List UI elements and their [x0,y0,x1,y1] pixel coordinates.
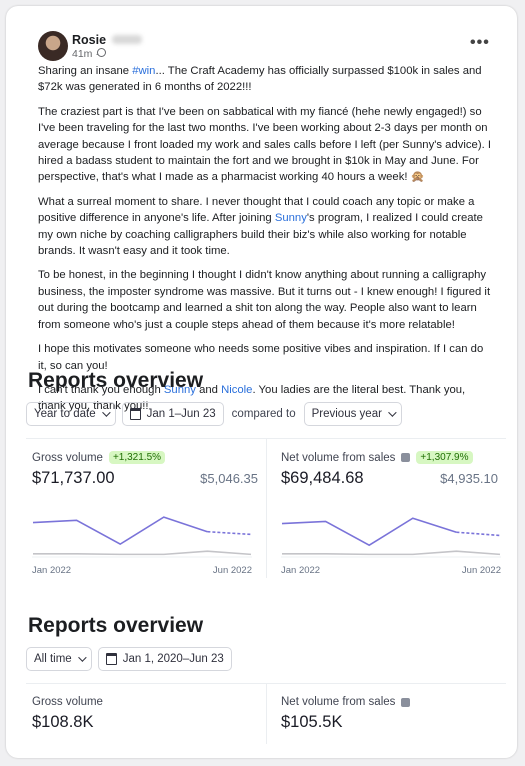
filter-button[interactable]: Jan 1–Jun 23 [121,402,224,426]
filter-label: All time [34,653,72,665]
filters: All time Jan 1, 2020–Jun 23 [26,647,506,671]
text-run: I hope this motivates someone who needs … [38,343,484,372]
metric-label: Gross volume [32,696,103,708]
x-label: Jan 2022 [32,565,71,576]
series-line [32,516,208,546]
paragraph: I can't thank you enough Sunny and Nicol… [38,382,494,415]
metric-card[interactable]: Gross volume $108.8K [26,684,266,744]
chevron [101,408,111,417]
text-run: The craziest part is that I've been on s… [38,105,492,184]
text-run: . You ladies are the literal best. Thank… [38,383,466,413]
filter-label: Year to date [34,408,96,420]
metric-cards: Gross volume +1,321.5% $71,737.00 $5,046.35… [26,438,506,578]
blurred-surname [112,35,142,44]
metric-card[interactable]: Gross volume +1,321.5% $71,737.00 $5,046.35… [26,439,266,578]
metric-value: $71,737.00 [32,469,115,487]
avatar[interactable] [38,31,68,61]
chevron [388,408,397,417]
metric-values: $108.8K [32,713,258,732]
filter-button[interactable]: All time [26,647,92,671]
paragraph: To be honest, in the beginning I thought… [38,267,494,333]
change-badge: +1,307.9% [416,451,473,464]
link[interactable]: Nicole [221,383,253,396]
paragraph: What a surreal moment to share. I never … [38,194,494,260]
metric-value: $108.8K [32,713,94,731]
compare-button[interactable]: Previous year [303,402,402,426]
x-label: Jun 2022 [462,565,501,576]
metric-label: Net volume from sales [281,696,396,708]
projected-segment [456,531,501,537]
report-section: Reports overview Year to date Jan 1–Jun 23… [26,369,506,578]
text-run: I can't thank you enough [38,383,164,396]
series-line [282,550,501,556]
text-run: What a surreal moment to share. I never … [38,195,475,225]
sparkline: Jan 2022 Jun 2022 [281,517,501,576]
author-name[interactable]: Rosie [72,33,107,47]
metric-card[interactable]: Net volume from sales $105.5K [266,684,506,744]
calendar-icon [129,408,141,420]
previous-value: $5,046.35 [200,471,258,486]
link[interactable]: Sunny [274,212,307,225]
post-time[interactable]: 41m · [72,48,99,60]
info-icon [401,453,411,462]
info-icon [401,697,411,707]
chevron [77,653,87,662]
text-run: To be honest, in the beginning I thought… [38,269,491,331]
text-run: ... The Craft Academy has officially sur… [38,65,482,94]
projected-segment [207,530,252,536]
filter-label: Jan 1–Jun 23 [146,408,216,420]
change-badge: +1,321.5% [108,451,166,464]
metric-header: Gross volume +1,321.5% [32,451,258,464]
previous-value: $4,935.10 [440,471,498,486]
globe-icon [97,48,106,57]
metric-header: Net volume from sales +1,307.9% [281,451,498,464]
paragraph: The craziest part is that I've been on s… [38,104,494,186]
report-title: Reports overview [28,614,204,637]
calendar-icon [105,653,117,665]
text-run: 's program, I realized I could create my… [38,212,483,258]
filter-button[interactable]: Jan 1, 2020–Jun 23 [97,647,232,671]
post-text: Sharing an insane #win... The Craft Acad… [38,63,494,423]
metric-values: $105.5K [281,713,498,732]
compare-value: Previous year [311,408,382,420]
report-title: Reports overview [28,369,204,392]
filters: Year to date Jan 1–Jun 23 compared to Previ… [26,402,506,426]
post-card: Rosie 41m · ••• Sharing an insane #win..… [6,6,517,758]
paragraph: I hope this motivates someone who needs … [38,341,494,374]
link[interactable]: #win [132,65,156,77]
paragraph: Sharing an insane #win... The Craft Acad… [38,63,494,96]
metric-value: $105.5K [281,713,343,731]
more-menu[interactable]: ••• [470,34,490,51]
metric-label: Gross volume [32,451,103,464]
x-label: Jan 2022 [281,565,320,576]
filter-button[interactable]: Year to date [26,402,116,426]
text-run: Sharing an insane [38,65,133,77]
x-label: Jun 2022 [213,565,252,576]
series-line [281,517,457,547]
metric-cards: Gross volume $108.8K Net volume from sales… [26,683,506,744]
sparkline: Jan 2022 Jun 2022 [32,516,252,576]
text-run: and [195,383,222,396]
compare-label: compared to [231,408,296,420]
report-section: Reports overview All time Jan 1, 2020–Jun … [26,614,506,744]
series-line [33,550,252,556]
link[interactable]: Sunny [163,383,196,396]
metric-values: $69,484.68 $4,935.10 [281,469,498,488]
metric-label: Net volume from sales [281,451,396,464]
metric-header: Gross volume [32,696,258,708]
metric-value: $69,484.68 [281,469,364,487]
filter-label: Jan 1, 2020–Jun 23 [122,653,224,665]
metric-card[interactable]: Net volume from sales +1,307.9% $69,484.68… [266,439,506,578]
metric-values: $71,737.00 $5,046.35 [32,469,258,488]
metric-header: Net volume from sales [281,696,498,708]
